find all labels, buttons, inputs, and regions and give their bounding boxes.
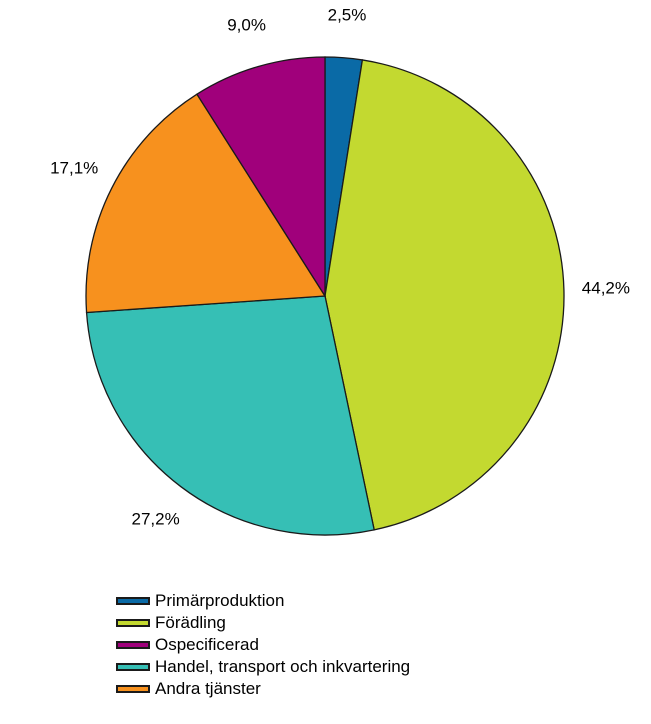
data-label-andra-tjanster: 17,1% — [50, 159, 98, 178]
legend-item-handel: Handel, transport och inkvartering — [116, 656, 410, 678]
pie-slice-foradling — [324, 59, 565, 531]
data-label-handel: 27,2% — [131, 510, 179, 529]
legend-label-andra-tjanster: Andra tjänster — [155, 679, 261, 698]
data-label-ospecificerad: 9,0% — [227, 16, 266, 35]
legend-label-handel: Handel, transport och inkvartering — [155, 657, 411, 676]
legend-label-ospecificerad: Ospecificerad — [155, 635, 259, 654]
legend-item-primarproduktion: Primärproduktion — [116, 590, 410, 612]
legend-swatch-ospecificerad — [116, 641, 150, 649]
legend-swatch-primarproduktion — [116, 597, 150, 605]
pie-slice-andra-tjanster — [85, 93, 327, 314]
legend-label-foradling: Förädling — [155, 613, 226, 632]
legend-item-foradling: Förädling — [116, 612, 410, 634]
legend: Primärproduktion Förädling Ospecificerad… — [116, 590, 410, 700]
legend-item-ospecificerad: Ospecificerad — [116, 634, 410, 656]
data-label-foradling: 44,2% — [582, 278, 630, 297]
legend-item-andra-tjanster: Andra tjänster — [116, 678, 410, 700]
legend-label-primarproduktion: Primärproduktion — [155, 591, 285, 610]
data-label-primarproduktion: 2,5% — [328, 5, 367, 24]
legend-swatch-foradling — [116, 619, 150, 627]
legend-swatch-handel — [116, 663, 150, 671]
legend-swatch-andra-tjanster — [116, 685, 150, 693]
pie-slice-handel — [85, 295, 375, 536]
pie-slice-ospecificerad — [196, 56, 326, 299]
